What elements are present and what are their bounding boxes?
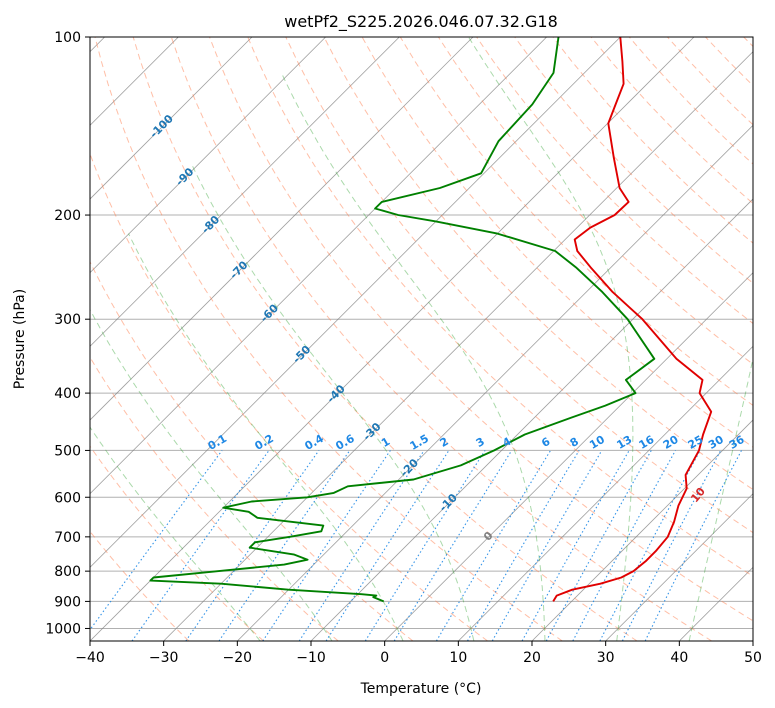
y-tick-label-100: 100	[54, 30, 81, 46]
mixing-ratio-line-12	[521, 450, 630, 641]
isotherm--90	[90, 37, 326, 274]
mixing-ratio-line-8	[393, 450, 513, 641]
moist-adiabat--10	[90, 308, 333, 641]
mixing-ratio-line-1	[131, 450, 270, 641]
dewpoint-profile	[149, 37, 656, 603]
dry-adiabat-120	[476, 37, 753, 325]
mixing-ratio-line-0	[90, 450, 223, 631]
dry-adiabat--10	[90, 356, 339, 641]
x-tick-label-0: 0	[380, 650, 389, 666]
y-tick-label-400: 400	[54, 386, 81, 402]
mixing-ratio-line-3	[218, 450, 351, 641]
y-tick-label-300: 300	[54, 312, 81, 328]
isotherm--20	[237, 124, 753, 641]
background-lines	[90, 37, 753, 641]
isotherm--40	[90, 37, 695, 641]
x-tick-label-10: 10	[449, 650, 467, 666]
dry-adiabat-40	[170, 37, 712, 641]
dry-adiabat-50	[209, 37, 753, 622]
mixing-ratio-line-17	[644, 450, 742, 641]
isotherm--80	[90, 37, 400, 347]
dry-adiabat-30	[132, 37, 638, 641]
chart-title: wetPf2_S225.2026.046.07.32.G18	[284, 12, 558, 32]
y-tick-label-500: 500	[54, 443, 81, 459]
dry-adiabat-70	[285, 37, 753, 534]
moist-adiabat-40	[688, 355, 753, 641]
x-tick-label-30: 30	[597, 650, 615, 666]
isotherm--50	[90, 37, 621, 568]
y-tick-label-200: 200	[54, 208, 81, 224]
y-tick-label-700: 700	[54, 530, 81, 546]
isotherm-30	[605, 493, 753, 641]
x-tick-label--10: −10	[296, 650, 326, 666]
x-axis-label: Temperature (°C)	[360, 681, 482, 697]
mixing-ratio-line-14	[572, 450, 676, 641]
isotherm-0	[384, 272, 753, 641]
mixing-ratio-line-13	[545, 450, 652, 641]
isotherm--100	[90, 37, 253, 200]
mixing-ratio-line-6	[325, 450, 450, 641]
x-tick-label-50: 50	[744, 650, 762, 666]
axis-ticks: −40 −30 −20 −10 0 10 20 30 40 50 100 200 300 400 500 60…	[45, 30, 762, 666]
isotherm--60	[90, 37, 547, 495]
x-tick-label-40: 40	[670, 650, 688, 666]
temperature-profile	[552, 37, 713, 602]
isotherm-20	[531, 419, 753, 641]
x-tick-label-20: 20	[523, 650, 541, 666]
y-tick-label-900: 900	[54, 594, 81, 610]
moist-adiabat--20	[90, 426, 261, 641]
dry-adiabat-130	[514, 37, 753, 284]
y-axis-label: Pressure (hPa)	[12, 289, 28, 389]
y-tick-label-800: 800	[54, 564, 81, 580]
x-tick-label--20: −20	[223, 650, 253, 666]
mixing-ratio-line-4	[262, 450, 391, 641]
mixing-ratio-line-16	[621, 450, 722, 641]
isotherm--70	[90, 37, 474, 421]
dry-adiabat--20	[90, 445, 264, 641]
moist-adiabat-10	[191, 165, 475, 641]
x-tick-label--30: −30	[149, 650, 179, 666]
dry-adiabat-80	[323, 37, 753, 491]
x-tick-label--40: −40	[75, 650, 105, 666]
dry-adiabat-0	[90, 260, 414, 641]
dry-adiabat-20	[94, 37, 563, 641]
y-tick-label-600: 600	[54, 490, 81, 506]
plot-frame	[89, 36, 754, 642]
mixing-ratio-line-5	[298, 450, 425, 641]
isotherm-10	[458, 345, 753, 641]
y-tick-label-1000: 1000	[45, 621, 81, 637]
moist-adiabat-0	[128, 233, 404, 641]
mixing-ratio-line-2	[185, 450, 320, 641]
profile-lines	[149, 37, 713, 603]
dry-adiabat-60	[247, 37, 753, 577]
